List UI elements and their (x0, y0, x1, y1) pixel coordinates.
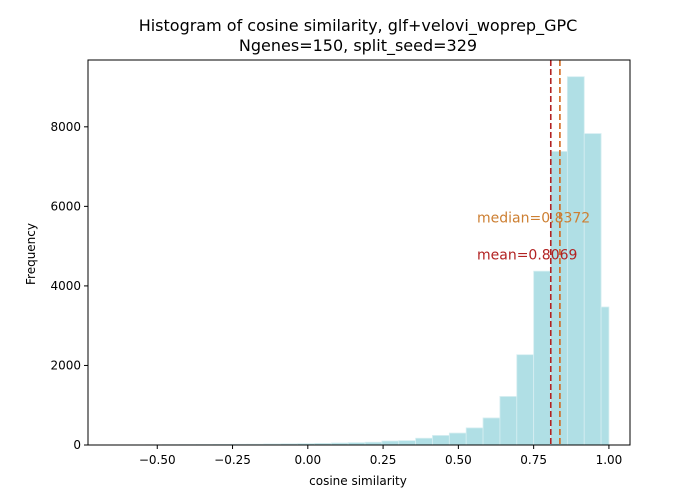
x-tick-label: 0.25 (370, 453, 397, 467)
y-tick-label: 8000 (50, 120, 81, 134)
annotation-label: mean=0.8069 (477, 247, 577, 263)
x-tick-label: 0.50 (445, 453, 472, 467)
histogram-bar (516, 354, 535, 446)
histogram-bar (415, 437, 433, 446)
y-tick-label: 6000 (50, 199, 81, 213)
x-tick-label: −0.50 (139, 453, 176, 467)
y-tick-label: 4000 (50, 279, 81, 293)
histogram-bar (550, 151, 568, 446)
x-tick-label: −0.25 (214, 453, 251, 467)
y-axis-ticks: 0 2000 4000 6000 8000 (50, 120, 88, 452)
y-tick-label: 2000 (50, 358, 81, 372)
histogram-bar (432, 435, 450, 446)
histogram-bars (111, 76, 610, 446)
x-tick-label: 1.00 (596, 453, 623, 467)
histogram-bar (482, 417, 501, 446)
y-tick-label: 0 (73, 438, 81, 452)
annotation-label: median=0.8372 (477, 210, 590, 226)
histogram-bar (381, 440, 400, 446)
x-tick-label: 0.00 (294, 453, 321, 467)
reference-lines (549, 60, 561, 445)
histogram-bar (465, 427, 484, 446)
x-tick-label: 0.75 (520, 453, 547, 467)
histogram-bar (600, 306, 610, 446)
histogram-bar (398, 440, 417, 446)
histogram-bar (499, 396, 518, 446)
annotation-labels: median=0.8372 mean=0.8069 (477, 210, 590, 263)
histogram-bar (583, 133, 602, 446)
chart-title: Histogram of cosine similarity, glf+velo… (139, 16, 578, 36)
y-axis-label: Frequency (24, 223, 38, 285)
histogram-bar (448, 432, 467, 446)
histogram-bar (533, 270, 551, 446)
x-axis-label: cosine similarity (309, 474, 407, 488)
x-axis-ticks: −0.50 −0.25 0.00 0.25 0.50 0.75 1.00 (139, 445, 622, 467)
chart-subtitle: Ngenes=150, split_seed=329 (239, 36, 477, 56)
plot-area-frame (87, 59, 631, 446)
